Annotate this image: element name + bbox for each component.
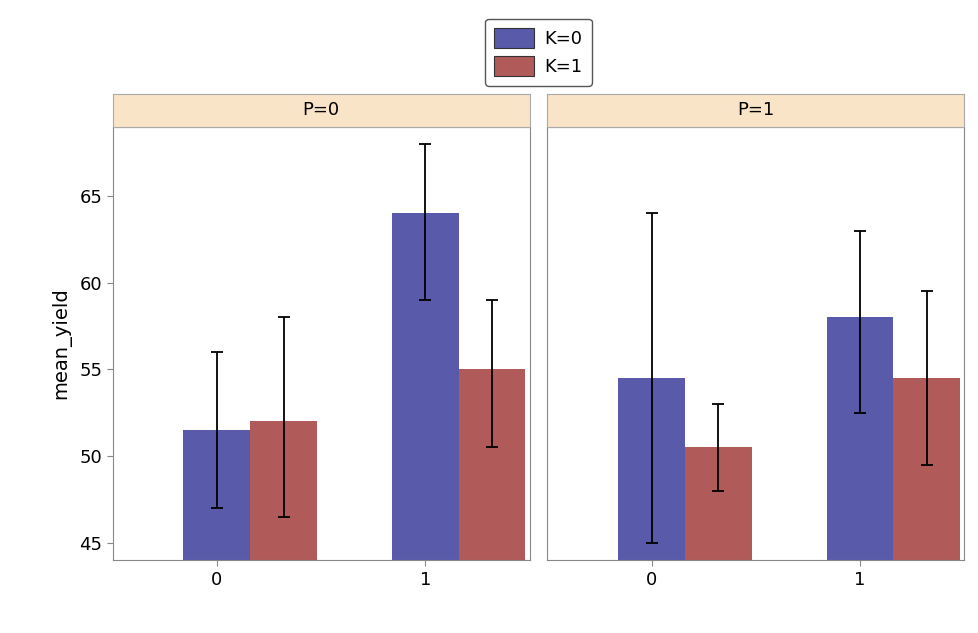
Bar [685,448,751,560]
Bar [391,213,459,560]
Text: P=0: P=0 [302,101,339,119]
Legend: K=0, K=1: K=0, K=1 [484,18,592,85]
Bar [459,370,525,560]
Bar [617,378,685,560]
Bar [893,378,959,560]
Bar [183,430,250,560]
Bar [250,422,317,560]
Bar [825,317,893,560]
Text: P=1: P=1 [736,101,774,119]
Y-axis label: mean_yield: mean_yield [51,287,70,399]
